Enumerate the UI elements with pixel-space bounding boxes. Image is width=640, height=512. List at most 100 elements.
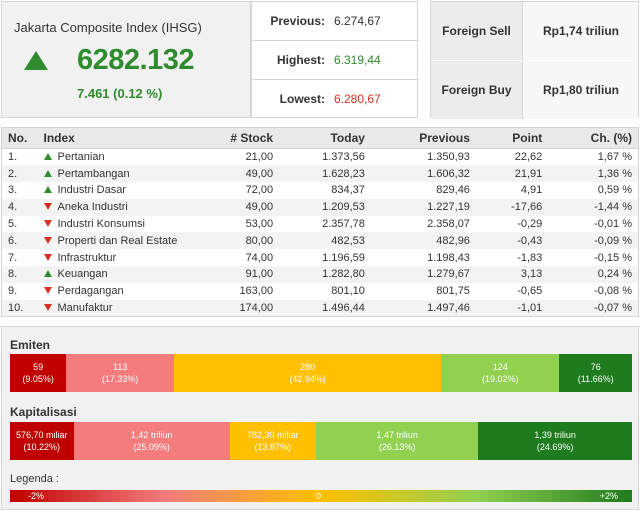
emiten-segment[interactable]: 113 (17.33%) [66, 354, 175, 392]
cell-today: 1.628,23 [279, 165, 371, 183]
col-header-point[interactable]: Point [475, 127, 549, 149]
cell-previous: 801,75 [370, 282, 476, 300]
sector-name: Perdagangan [57, 285, 124, 298]
cell-stock: 72,00 [187, 182, 280, 199]
cell-previous: 482,96 [370, 232, 476, 250]
cell-index: Perdagangan [37, 282, 188, 300]
foreign-buy-label: Foreign Buy [431, 61, 523, 119]
cell-index: Keuangan [37, 266, 188, 283]
cell-stock: 163,00 [187, 282, 280, 300]
emiten-segment[interactable]: 59 (9.05%) [10, 354, 67, 392]
previous-label: Previous: [270, 14, 325, 28]
col-header-stock[interactable]: # Stock [187, 127, 280, 149]
table-row[interactable]: 8. Keuangan 91,00 1.282,80 1.279,67 3,13 0,24 … [1, 266, 639, 283]
kapitalisasi-segment[interactable]: 1,47 triliun (26.13%) [315, 422, 479, 460]
cell-stock: 49,00 [187, 165, 280, 183]
sector-name: Infrastruktur [57, 251, 117, 264]
col-header-previous[interactable]: Previous [370, 127, 476, 149]
table-row[interactable]: 9. Perdagangan 163,00 801,10 801,75 -0,65 -0,0… [1, 282, 639, 300]
table-row[interactable]: 2. Pertambangan 49,00 1.628,23 1.606,32 21,91… [1, 165, 639, 183]
cell-stock: 49,00 [187, 198, 280, 216]
segment-value: 76 [590, 362, 601, 372]
cell-change: 1,67 % [548, 148, 639, 166]
kapitalisasi-segment[interactable]: 1,42 triliun (25.09%) [73, 422, 230, 460]
emiten-segment[interactable]: 76 (11.66%) [559, 354, 632, 392]
cell-index: Pertambangan [37, 165, 188, 183]
cell-change: -0,07 % [548, 299, 639, 317]
sector-name: Properti dan Real Estate [57, 234, 178, 247]
segment-value: 782,30 miliar [246, 430, 299, 440]
sector-name: Pertambangan [57, 167, 130, 180]
sector-name: Pertanian [57, 151, 105, 164]
table-row[interactable]: 10. Manufaktur 174,00 1.496,44 1.497,46 -1,01… [1, 299, 639, 317]
cell-change: 0,24 % [548, 266, 639, 283]
foreign-sell-row: Foreign Sell Rp1,74 triliun [431, 2, 638, 60]
cell-no: 8. [1, 266, 38, 283]
table-body: 1. Pertanian 21,00 1.373,56 1.350,93 22,62 1,6… [1, 148, 639, 317]
sector-name: Manufaktur [57, 301, 113, 314]
col-header-index[interactable]: Index [37, 127, 188, 149]
segment-value: 576,70 miliar [16, 430, 68, 440]
down-triangle-icon [43, 303, 52, 311]
cell-today: 1.209,53 [279, 198, 371, 216]
emiten-segment[interactable]: 280 (42.94%) [174, 354, 442, 392]
kapitalisasi-segment[interactable]: 1,39 triliun (24.69%) [478, 422, 632, 460]
cell-index: Aneka Industri [37, 198, 188, 216]
cell-today: 2.357,78 [279, 215, 371, 233]
table-row[interactable]: 4. Aneka Industri 49,00 1.209,53 1.227,19 -17… [1, 198, 639, 216]
up-triangle-icon [43, 186, 52, 194]
cell-point: 21,91 [475, 165, 549, 183]
foreign-buy-value: Rp1,80 triliun [524, 61, 638, 119]
emiten-segment[interactable]: 124 (19.02%) [441, 354, 560, 392]
cell-change: 1,36 % [548, 165, 639, 183]
up-triangle-icon [43, 169, 52, 177]
table-row[interactable]: 7. Infrastruktur 74,00 1.196,59 1.198,43 -1,8… [1, 249, 639, 267]
kapitalisasi-segment[interactable]: 782,30 miliar (13.87%) [229, 422, 316, 460]
composite-index-panel: Jakarta Composite Index (IHSG) 6282.132 … [1, 1, 251, 118]
col-header-no[interactable]: No. [1, 127, 38, 149]
index-title: Jakarta Composite Index (IHSG) [14, 20, 202, 35]
table-row[interactable]: 1. Pertanian 21,00 1.373,56 1.350,93 22,62 1,6… [1, 148, 639, 166]
stat-previous: Previous: 6.274,67 [252, 2, 417, 41]
segment-percent: (24.69%) [536, 442, 574, 452]
legend-gradient-bar: -2% 0 +2% [10, 490, 632, 502]
col-header-today[interactable]: Today [279, 127, 371, 149]
cell-previous: 1.497,46 [370, 299, 476, 317]
cell-no: 10. [1, 299, 38, 317]
foreign-sell-value: Rp1,74 triliun [524, 2, 638, 60]
legend-title: Legenda : [10, 473, 59, 485]
down-triangle-icon [43, 253, 52, 261]
table-header-row: No. Index # Stock Today Previous Point C… [1, 127, 639, 149]
cell-previous: 1.279,67 [370, 266, 476, 283]
up-arrow-icon [24, 51, 48, 70]
kapitalisasi-title: Kapitalisasi [10, 405, 77, 419]
cell-stock: 91,00 [187, 266, 280, 283]
highest-value: 6.319,44 [334, 53, 381, 67]
legend-max: +2% [599, 491, 618, 501]
market-summary: Jakarta Composite Index (IHSG) 6282.132 … [0, 0, 640, 120]
segment-percent: (25.09%) [133, 442, 170, 452]
down-triangle-icon [43, 220, 52, 228]
segment-value: 59 [33, 362, 44, 372]
segment-value: 280 [300, 362, 316, 372]
foreign-buy-row: Foreign Buy Rp1,80 triliun [431, 61, 638, 119]
cell-change: -0,08 % [548, 282, 639, 300]
segment-percent: (19.02%) [482, 374, 519, 384]
index-stats-panel: Previous: 6.274,67 Highest: 6.319,44 Low… [251, 1, 418, 118]
table-row[interactable]: 6. Properti dan Real Estate 80,00 482,53 482… [1, 232, 639, 250]
foreign-sell-label: Foreign Sell [431, 2, 523, 60]
table-row[interactable]: 5. Industri Konsumsi 53,00 2.357,78 2.358,07… [1, 215, 639, 233]
kapitalisasi-segment[interactable]: 576,70 miliar (10.22%) [10, 422, 74, 460]
cell-stock: 174,00 [187, 299, 280, 317]
down-triangle-icon [43, 287, 52, 295]
down-triangle-icon [43, 236, 52, 244]
col-header-change[interactable]: Ch. (%) [548, 127, 639, 149]
cell-no: 6. [1, 232, 38, 250]
segment-percent: (10.22%) [23, 442, 61, 452]
table-row[interactable]: 3. Industri Dasar 72,00 834,37 829,46 4,91 0,5… [1, 182, 639, 199]
sector-name: Industri Dasar [57, 184, 126, 197]
cell-point: -17,66 [475, 198, 549, 216]
sector-name: Aneka Industri [57, 201, 128, 214]
segment-percent: (11.66%) [577, 374, 614, 384]
cell-previous: 1.606,32 [370, 165, 476, 183]
